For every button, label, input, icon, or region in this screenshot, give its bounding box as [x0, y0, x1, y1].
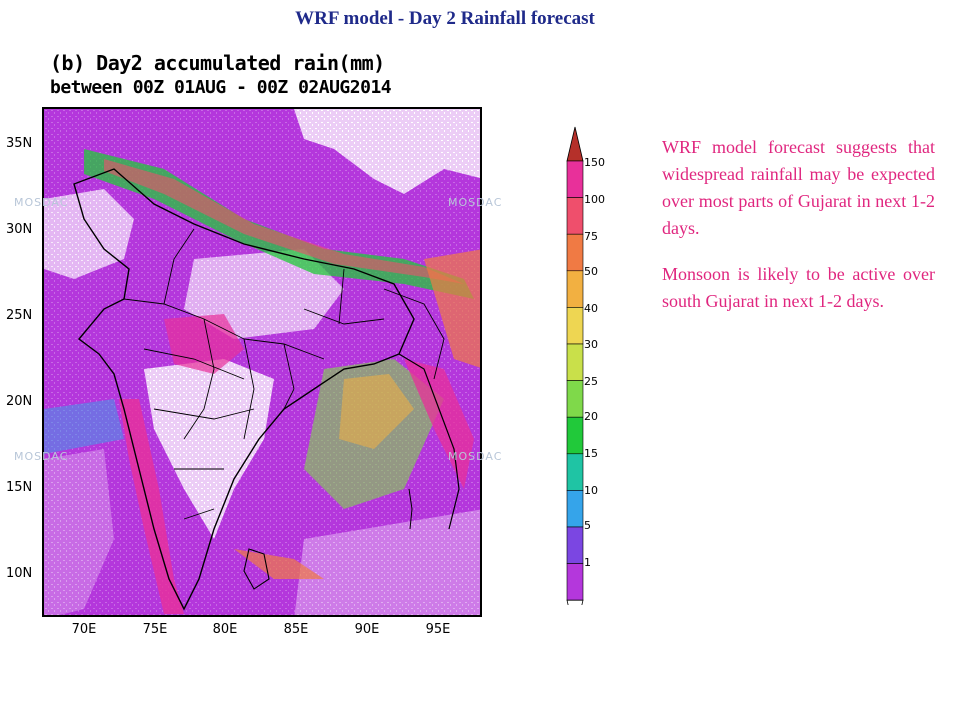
lon-label: 80E — [212, 622, 238, 637]
colorbar-segment — [566, 526, 584, 564]
sri-lanka — [243, 548, 270, 590]
rain-band-myanmar-coast — [404, 359, 474, 489]
colorbar-top-triangle — [566, 126, 584, 162]
rainfall-colorbar — [566, 126, 584, 605]
forecast-paragraph-1: WRF model forecast suggests that widespr… — [662, 137, 935, 238]
colorbar-label: 15 — [584, 447, 598, 460]
colorbar-segment — [566, 453, 584, 491]
lon-label: 85E — [283, 622, 309, 637]
lon-label: 70E — [71, 622, 97, 637]
state-boundaries — [123, 228, 445, 520]
rain-band-himalaya-core — [104, 159, 464, 284]
lat-label: 35N — [6, 136, 33, 151]
myanmar-boundary — [398, 353, 460, 530]
colorbar-segment — [566, 233, 584, 272]
lat-label: 20N — [6, 394, 33, 409]
rain-band-arabian — [44, 399, 124, 454]
rain-band-bay-core — [339, 374, 414, 449]
india-coastline — [73, 168, 415, 611]
colorbar-label: 40 — [584, 302, 598, 315]
colorbar-segment — [566, 490, 584, 528]
map-title-line1: (b) Day2 accumulated rain(mm) — [50, 51, 385, 75]
watermark-right-top: MOSDAC — [448, 196, 503, 209]
colorbar-label: 5 — [584, 519, 591, 532]
lon-label: 95E — [425, 622, 451, 637]
colorbar-segment — [566, 416, 584, 455]
rain-band-northeast — [424, 249, 480, 368]
colorbar-label: 150 — [584, 156, 605, 169]
colorbar-label: 20 — [584, 410, 598, 423]
colorbar-label: 100 — [584, 193, 605, 206]
colorbar-segment — [566, 270, 584, 308]
colorbar-segment — [566, 160, 584, 198]
lat-label: 15N — [6, 480, 33, 495]
andaman-islands — [408, 488, 413, 530]
colorbar-label: 1 — [584, 556, 591, 569]
colorbar-segment — [566, 197, 584, 235]
colorbar-segment — [566, 563, 584, 601]
lat-label: 10N — [6, 566, 33, 581]
slide-title: WRF model - Day 2 Rainfall forecast — [295, 8, 595, 29]
watermark-left-top: MOSDAC — [14, 196, 69, 209]
rain-band-sri-lanka — [234, 549, 324, 579]
lat-label: 25N — [6, 308, 33, 323]
lon-label: 75E — [142, 622, 168, 637]
colorbar-label: 30 — [584, 338, 598, 351]
colorbar-segment — [566, 307, 584, 345]
map-title: (b) Day2 accumulated rain(mm) between 00… — [50, 52, 490, 99]
colorbar-label: 75 — [584, 230, 598, 243]
lat-label: 30N — [6, 222, 33, 237]
lon-label: 90E — [354, 622, 380, 637]
colorbar-segment — [566, 343, 584, 381]
watermark-left-bottom: MOSDAC — [14, 450, 69, 463]
colorbar-segments — [566, 126, 584, 605]
forecast-paragraph-2: Monsoon is likely to be active over sout… — [662, 264, 935, 311]
colorbar-label: 25 — [584, 375, 598, 388]
watermark-right-bottom: MOSDAC — [448, 450, 503, 463]
map-title-line2: between 00Z 01AUG - 00Z 02AUG2014 — [50, 77, 392, 98]
rainfall-map-svg — [44, 109, 480, 615]
colorbar-bottom-triangle — [566, 599, 584, 605]
colorbar-label: 50 — [584, 265, 598, 278]
colorbar-label: 10 — [584, 484, 598, 497]
forecast-text: WRF model forecast suggests that widespr… — [662, 134, 935, 334]
colorbar-segment — [566, 380, 584, 418]
rainfall-map — [42, 107, 482, 617]
